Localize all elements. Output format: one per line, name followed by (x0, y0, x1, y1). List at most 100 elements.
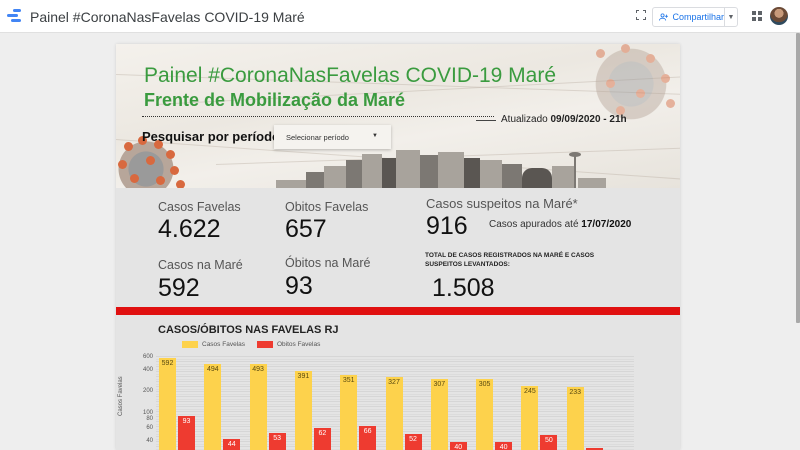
chart-plot-area: Casos Favelas 40 60 80 100 200 400 600 592 93 494… (118, 352, 634, 450)
y-tick-label: 60 (146, 425, 153, 432)
red-divider (116, 307, 680, 315)
bar-casos-favelas[interactable]: 307 (430, 378, 448, 450)
report-title: Painel #CoronaNasFavelas COVID-19 Maré (30, 9, 305, 25)
bar-value-label: 305 (478, 380, 491, 388)
y-tick-label: 200 (142, 388, 153, 395)
obitos-mare-label: Óbitos na Maré (285, 256, 371, 270)
bar-obitos-favelas[interactable]: 44 (223, 439, 241, 450)
bar-value-label: 52 (409, 435, 417, 443)
apps-grid-icon[interactable] (752, 11, 762, 21)
report-header-banner: Painel #CoronaNasFavelas COVID-19 Maré F… (116, 44, 680, 188)
vertical-scrollbar[interactable] (796, 33, 800, 323)
legend-label-casos: Casos Favelas (202, 341, 245, 348)
bar-casos-favelas[interactable]: 494 (204, 364, 222, 450)
bar-casos-favelas[interactable]: 351 (340, 374, 358, 450)
legend-item-casos[interactable]: Casos Favelas (182, 341, 245, 348)
y-tick-label: 400 (142, 366, 153, 373)
period-select-value: Selecionar período (286, 132, 349, 142)
bar-obitos-favelas[interactable]: 93 (178, 415, 195, 450)
gridline (156, 366, 634, 367)
bar-value-label: 351 (342, 376, 355, 384)
chart-title: CASOS/ÓBITOS NAS FAVELAS RJ (158, 324, 339, 336)
bar-value-label: 93 (182, 417, 191, 425)
legend-swatch-obitos (257, 341, 273, 348)
casos-mare-label: Casos na Maré (158, 258, 243, 272)
note-date: 17/07/2020 (581, 219, 632, 230)
legend-item-obitos[interactable]: Obitos Favelas (257, 341, 320, 348)
gridline (156, 363, 634, 365)
period-select-dropdown[interactable]: Selecionar período ▼ (274, 125, 391, 149)
y-tick-label: 600 (142, 354, 153, 360)
gridline (156, 358, 634, 360)
share-button[interactable]: Compartilhar ▼ (652, 7, 738, 27)
updated-value: 09/09/2020 - 21h (550, 114, 627, 125)
gridline (156, 371, 634, 372)
total-value: 1.508 (432, 274, 495, 302)
bar-casos-favelas[interactable]: 391 (294, 371, 312, 450)
bar-casos-favelas[interactable]: 493 (249, 364, 267, 450)
bar-obitos-favelas[interactable]: 40 (449, 442, 467, 450)
bar-casos-favelas[interactable]: 592 (159, 358, 176, 450)
share-label: Compartilhar (672, 12, 724, 22)
report-page: Painel #CoronaNasFavelas COVID-19 Maré F… (116, 44, 680, 450)
bar-casos-favelas[interactable]: 233 (566, 387, 584, 450)
bar-value-label: 233 (569, 389, 582, 397)
note-prefix: Casos apurados até (489, 219, 579, 230)
bar-casos-favelas[interactable]: 245 (521, 385, 539, 450)
dashboard-title: Painel #CoronaNasFavelas COVID-19 Maré (144, 64, 557, 87)
last-updated: Atualizado 09/09/2020 - 21h (501, 114, 627, 125)
total-label: TOTAL DE CASOS REGISTRADOS NA MARÉ E CAS… (425, 252, 595, 268)
legend-swatch-casos (182, 341, 198, 348)
bar-value-label: 62 (318, 430, 327, 438)
gridline (156, 356, 634, 357)
bar-obitos-favelas[interactable]: 40 (495, 442, 513, 450)
casos-mare-value: 592 (158, 274, 200, 302)
kpi-scorecards: Casos Favelas 4.622 Obitos Favelas 657 C… (116, 188, 680, 307)
casos-favelas-value: 4.622 (158, 215, 221, 243)
bar-obitos-favelas[interactable]: 52 (404, 433, 422, 450)
favela-skyline-illustration (276, 138, 606, 188)
share-main-button[interactable]: Compartilhar (653, 8, 725, 26)
bar-value-label: 391 (297, 373, 310, 381)
bar-value-label: 307 (433, 380, 446, 388)
bar-value-label: 592 (161, 360, 174, 368)
bar-casos-favelas[interactable]: 305 (476, 378, 494, 450)
bar-obitos-favelas[interactable]: 66 (359, 426, 377, 450)
bar-value-label: 245 (524, 387, 536, 395)
casos-obitos-chart: CASOS/ÓBITOS NAS FAVELAS RJ Casos Favela… (116, 315, 680, 450)
bar-casos-favelas[interactable]: 327 (385, 376, 403, 450)
chart-legend: Casos Favelas Obitos Favelas (182, 341, 332, 348)
chevron-down-icon: ▼ (372, 133, 378, 139)
legend-label-obitos: Obitos Favelas (277, 341, 321, 348)
gridline (156, 361, 634, 362)
obitos-favelas-label: Obitos Favelas (285, 200, 369, 214)
bar-value-label: 40 (499, 444, 508, 450)
y-tick-label: 80 (146, 416, 153, 423)
bar-value-label: 327 (388, 378, 400, 386)
suspeitos-date-note: Casos apurados até 17/07/2020 (489, 219, 631, 230)
dash-divider (476, 120, 496, 121)
bar-value-label: 53 (273, 435, 281, 443)
bar-obitos-favelas[interactable]: 50 (540, 435, 558, 450)
gridline (156, 376, 634, 377)
bar-obitos-favelas[interactable]: 62 (313, 428, 331, 450)
suspeitos-mare-label: Casos suspeitos na Maré* (426, 196, 578, 211)
casos-favelas-label: Casos Favelas (158, 200, 241, 214)
dotted-divider (142, 116, 494, 117)
dashboard-subtitle: Frente de Mobilização da Maré (144, 90, 406, 110)
period-filter-label: Pesquisar por período: (142, 129, 285, 144)
obitos-favelas-value: 657 (285, 215, 327, 243)
user-avatar[interactable] (770, 7, 788, 25)
y-axis-label: Casos Favelas (118, 376, 124, 416)
bar-value-label: 494 (206, 366, 219, 374)
bar-value-label: 40 (454, 444, 463, 450)
bar-obitos-favelas[interactable]: 53 (268, 433, 286, 450)
bar-value-label: 50 (544, 437, 553, 445)
fullscreen-icon[interactable] (636, 10, 646, 20)
share-options-caret-icon[interactable]: ▼ (727, 13, 735, 21)
bar-value-label: 44 (227, 441, 236, 449)
data-studio-logo-icon[interactable] (7, 9, 21, 23)
bar-value-label: 493 (252, 366, 264, 374)
bar-value-label: 66 (363, 428, 372, 436)
gridline (156, 368, 634, 370)
